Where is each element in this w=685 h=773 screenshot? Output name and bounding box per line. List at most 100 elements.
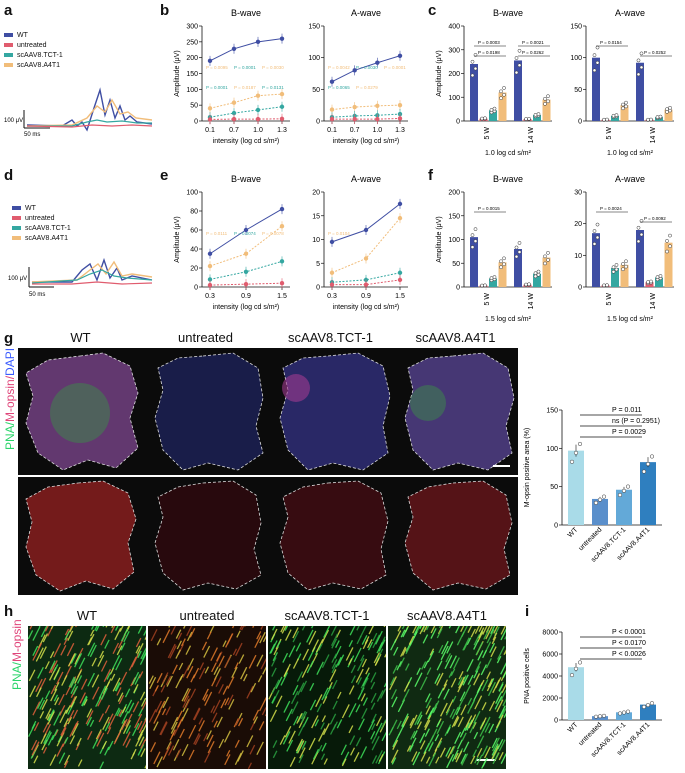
cone-streak	[97, 654, 105, 667]
cone-streak	[412, 730, 418, 739]
y-tick-label: 30	[574, 190, 582, 197]
cone-streak	[285, 708, 293, 722]
cone-streak	[216, 716, 223, 728]
cone-streak	[488, 700, 496, 712]
cone-streak	[78, 657, 86, 670]
cone-streak	[414, 672, 423, 687]
cone-streak	[158, 700, 166, 714]
cone-streak	[473, 731, 479, 740]
cone-streak	[31, 739, 38, 751]
retina-untreated-merged	[154, 352, 264, 471]
cone-streak	[457, 676, 463, 686]
cone-streak	[186, 626, 193, 637]
cone-streak	[190, 688, 197, 699]
y-tick-label: 100	[570, 55, 582, 62]
cone-streak	[329, 713, 337, 725]
cone-streak	[474, 661, 482, 673]
cone-streak	[224, 754, 231, 766]
cone-streak	[213, 666, 219, 676]
cone-streak	[465, 715, 473, 729]
data-point	[243, 281, 249, 287]
cone-streak	[420, 751, 427, 762]
y-tick-label: 400	[448, 24, 460, 31]
p-value-annotation: P = 0.0187	[234, 85, 256, 90]
cone-streak	[166, 741, 172, 750]
cone-streak	[355, 737, 362, 747]
p-value-annotation: P = 0.0092	[644, 216, 666, 221]
data-point	[207, 263, 213, 269]
cone-streak	[466, 719, 473, 731]
data-point	[375, 116, 380, 122]
cone-streak	[308, 737, 316, 751]
cone-streak	[144, 737, 146, 742]
chart-f-awave: 0 10 20 30 A-wave 5 W 14 W 1.5 log cd s/m² P = 0…	[574, 174, 674, 323]
cone-streak	[77, 759, 83, 767]
cone-streak	[372, 632, 378, 642]
data-point	[499, 265, 503, 270]
cone-streak	[259, 697, 266, 712]
cone-streak	[405, 644, 412, 655]
data-point	[473, 239, 478, 243]
data-point	[527, 116, 531, 121]
cone-streak	[100, 687, 108, 700]
cone-streak	[483, 629, 490, 640]
x-tick-label: 1.0	[253, 127, 263, 134]
cone-streak	[165, 675, 172, 686]
cone-streak	[371, 723, 376, 731]
cone-streak	[322, 695, 328, 704]
cone-streak	[137, 626, 143, 634]
cone-streak	[138, 736, 145, 747]
cone-streak	[92, 738, 99, 749]
cone-streak	[498, 683, 504, 692]
cone-streak	[91, 674, 100, 688]
cone-streak	[421, 626, 426, 632]
chart-title: B-wave	[231, 8, 261, 18]
data-point	[363, 256, 369, 261]
cone-streak	[425, 705, 431, 715]
cone-streak	[218, 655, 225, 668]
cone-streak	[427, 650, 435, 663]
cone-streak	[123, 630, 130, 643]
cone-streak	[356, 635, 362, 645]
cone-streak	[409, 714, 418, 729]
cone-streak	[500, 662, 506, 675]
cone-streak	[161, 672, 169, 684]
data-point	[625, 484, 631, 489]
y-tick-label: 5	[316, 261, 320, 268]
cone-streak	[186, 631, 193, 642]
cone-streak	[283, 700, 291, 713]
cone-streak	[138, 708, 144, 717]
p-value-annotation: P = 0.0154	[600, 40, 622, 45]
y-tick-label: 150	[186, 71, 198, 78]
y-tick-label: 0	[554, 718, 558, 725]
y-tick-label: 100	[186, 190, 198, 197]
cone-streak	[331, 653, 337, 663]
data-point	[499, 89, 503, 94]
cone-streak	[231, 626, 235, 629]
chart-title: A-wave	[615, 8, 645, 18]
g-merged-row	[18, 348, 518, 475]
data-point	[546, 250, 550, 255]
cone-streak	[501, 683, 506, 694]
cone-streak	[115, 657, 123, 671]
data-point	[639, 65, 644, 70]
y-tick-label: 200	[448, 190, 460, 197]
data-point	[611, 269, 616, 274]
cone-streak	[224, 697, 230, 706]
cone-streak	[358, 718, 365, 731]
cone-streak	[35, 687, 42, 698]
cone-streak	[500, 753, 506, 764]
cone-streak	[473, 710, 481, 724]
cone-streak	[204, 691, 213, 706]
cone-streak	[390, 639, 397, 651]
cone-streak	[180, 638, 186, 647]
y-tick-label: 100	[308, 55, 320, 62]
cone-streak	[374, 657, 380, 667]
cone-streak	[246, 735, 254, 748]
bar	[640, 462, 656, 525]
cone-streak	[53, 664, 59, 672]
series-line	[331, 113, 401, 118]
x-tick-label: 1.5	[395, 293, 405, 300]
data-point	[641, 469, 647, 474]
series-line	[209, 93, 283, 109]
